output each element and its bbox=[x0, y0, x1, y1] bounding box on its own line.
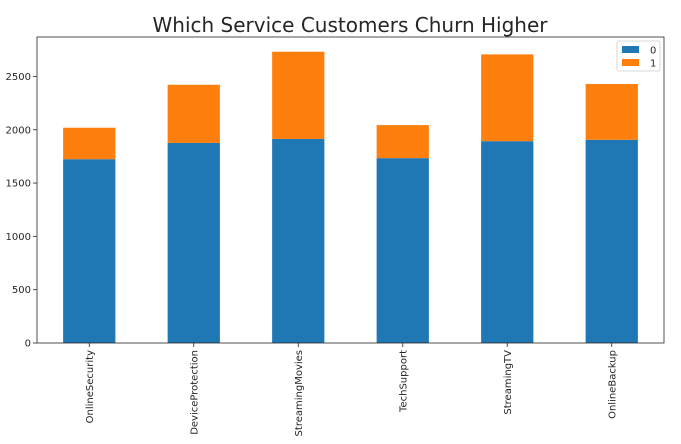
bar-DeviceProtection-series-1 bbox=[167, 84, 220, 143]
bar-TechSupport-series-0 bbox=[376, 158, 429, 343]
bar-TechSupport-series-1 bbox=[376, 125, 429, 159]
bar-StreamingMovies-series-0 bbox=[272, 138, 325, 343]
y-tick-label: 2000 bbox=[6, 125, 31, 136]
bar-StreamingMovies-series-1 bbox=[272, 51, 325, 139]
x-tick-label-OnlineSecurity: OnlineSecurity bbox=[85, 350, 96, 423]
y-tick-label: 1500 bbox=[6, 179, 31, 190]
bar-OnlineBackup-series-1 bbox=[585, 84, 638, 140]
y-axis: 0 500 1000 1500 2000 2500 bbox=[6, 72, 37, 350]
bar-OnlineBackup-series-0 bbox=[585, 139, 638, 343]
x-tick-label-StreamingTV: StreamingTV bbox=[503, 350, 514, 415]
y-tick-label: 1000 bbox=[6, 232, 31, 243]
x-tick-label-DeviceProtection: DeviceProtection bbox=[189, 350, 200, 435]
legend-swatch-1 bbox=[622, 59, 639, 66]
legend: 01 bbox=[616, 40, 661, 72]
plot-frame bbox=[36, 36, 665, 344]
legend-label-0: 0 bbox=[650, 46, 656, 57]
bar-DeviceProtection-series-0 bbox=[167, 142, 220, 343]
legend-label-1: 1 bbox=[650, 59, 656, 70]
bar-OnlineSecurity-series-0 bbox=[63, 159, 116, 343]
bar-OnlineSecurity-series-1 bbox=[63, 127, 116, 160]
legend-swatch-0 bbox=[622, 46, 639, 53]
y-tick-label: 0 bbox=[25, 339, 31, 350]
chart-title: Which Service Customers Churn Higher bbox=[153, 13, 549, 37]
x-tick-label-OnlineBackup: OnlineBackup bbox=[607, 350, 618, 419]
y-tick-label: 2500 bbox=[6, 72, 31, 83]
x-tick-label-StreamingMovies: StreamingMovies bbox=[294, 350, 305, 436]
bars-layer bbox=[63, 51, 638, 343]
x-tick-label-TechSupport: TechSupport bbox=[398, 350, 409, 413]
x-axis: OnlineSecurity DeviceProtection StreamingM… bbox=[85, 343, 618, 436]
y-tick-label: 500 bbox=[12, 285, 31, 296]
bar-StreamingTV-series-0 bbox=[481, 141, 534, 343]
bar-StreamingTV-series-1 bbox=[481, 54, 534, 142]
